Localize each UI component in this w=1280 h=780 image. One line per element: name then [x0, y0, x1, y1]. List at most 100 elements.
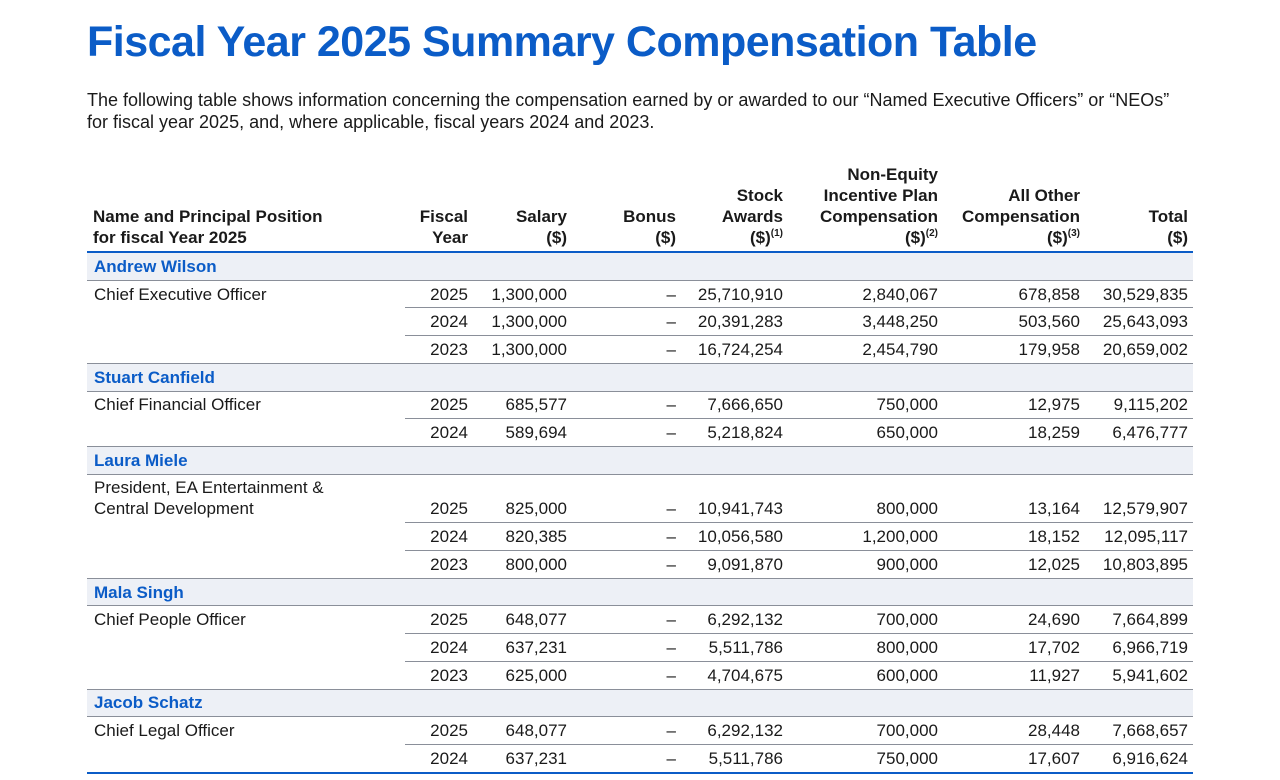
rule [87, 716, 1193, 718]
rule [405, 335, 1193, 337]
cell: 12,025 [1028, 554, 1080, 574]
cell: 25,710,910 [697, 284, 783, 304]
cell: 2024 [430, 312, 468, 332]
rule [87, 577, 1193, 579]
executive-name: Laura Miele [94, 450, 188, 470]
rule [87, 362, 1193, 364]
cell: 2025 [430, 284, 468, 304]
header-cell: Compensation [819, 207, 938, 226]
header-cell: Awards [721, 207, 783, 226]
cell: 20,391,283 [697, 312, 783, 332]
header-cell: Non-Equity [847, 165, 938, 184]
header-cell: ($) [1167, 228, 1188, 247]
header-cell: Fiscal [419, 207, 468, 226]
rule [87, 251, 1193, 253]
cell: 25,643,093 [1102, 312, 1188, 332]
group-row [87, 363, 1193, 392]
footnote-ref: (3) [1067, 228, 1080, 239]
cell: 10,803,895 [1102, 554, 1188, 574]
cell: 5,511,786 [708, 748, 783, 768]
cell: 2025 [430, 721, 468, 741]
rule [405, 550, 1193, 551]
rule [87, 771, 1193, 774]
cell: 179,958 [1018, 339, 1080, 359]
cell: 5,941,602 [1112, 665, 1188, 685]
rule [405, 633, 1193, 635]
rule [87, 688, 1193, 690]
cell: 11,927 [1029, 665, 1080, 685]
cell: 13,164 [1028, 499, 1080, 519]
header-cell: Name and Principal Position [93, 207, 323, 226]
rule [405, 660, 1193, 662]
position: Chief People Officer [94, 610, 246, 630]
cell: – [666, 499, 676, 519]
cell: 5,218,824 [707, 423, 783, 443]
header-cell: ($) [655, 228, 676, 247]
header-cell: Year [432, 228, 468, 247]
cell: – [666, 554, 676, 574]
cell: 7,666,650 [707, 395, 783, 415]
rule [87, 473, 1193, 475]
cell: 685,577 [505, 395, 567, 415]
cell: – [666, 665, 676, 685]
cell: – [666, 395, 676, 415]
header-cell: ($)(2) [905, 227, 938, 249]
executive-name: Stuart Canfield [94, 367, 215, 387]
cell: – [666, 637, 676, 657]
rule [405, 418, 1193, 420]
cell: 20,659,002 [1102, 339, 1188, 359]
header-cell: ($) [546, 228, 567, 247]
cell: 16,724,254 [697, 339, 783, 359]
cell: – [666, 610, 676, 630]
cell: 2024 [430, 748, 468, 768]
rule [405, 743, 1193, 745]
cell: 3,448,250 [862, 312, 938, 332]
cell: 2025 [430, 395, 468, 415]
position: Central Development [94, 499, 254, 519]
header-cell: ($)(3) [1047, 227, 1080, 249]
cell: 650,000 [876, 423, 938, 443]
position: Chief Financial Officer [94, 395, 261, 415]
cell: 6,292,132 [707, 610, 783, 630]
cell: 2024 [430, 527, 468, 547]
group-row [87, 578, 1193, 607]
header-cell: All Other [1008, 186, 1080, 205]
cell: 5,511,786 [708, 637, 783, 657]
position: Chief Legal Officer [94, 721, 235, 741]
cell: 825,000 [505, 499, 567, 519]
cell: 678,858 [1018, 284, 1080, 304]
rule [87, 445, 1193, 447]
rule [87, 279, 1193, 281]
cell: 1,300,000 [491, 312, 567, 332]
header-cell: ($)(1) [750, 227, 783, 249]
rule [87, 390, 1193, 392]
cell: 17,607 [1028, 748, 1080, 768]
cell: – [666, 339, 676, 359]
cell: 800,000 [505, 554, 567, 574]
group-row [87, 253, 1193, 281]
cell: 2,454,790 [862, 339, 938, 359]
cell: 503,560 [1018, 312, 1080, 332]
header-cell: Compensation [961, 207, 1080, 226]
rule [87, 605, 1193, 607]
cell: 750,000 [876, 748, 938, 768]
cell: 637,231 [505, 637, 567, 657]
cell: 17,702 [1028, 637, 1080, 657]
cell: 2025 [430, 499, 468, 519]
executive-name: Jacob Schatz [94, 693, 203, 713]
cell: 648,077 [505, 610, 567, 630]
header-cell: Salary [515, 207, 567, 226]
header-cell: for fiscal Year 2025 [93, 228, 247, 247]
cell: – [666, 284, 676, 304]
rule [405, 522, 1193, 524]
cell: 9,091,870 [707, 554, 783, 574]
group-row [87, 689, 1193, 718]
title: Fiscal Year 2025 Summary Compensation Ta… [87, 18, 1037, 66]
executive-name: Andrew Wilson [94, 256, 217, 276]
cell: 18,259 [1028, 423, 1080, 443]
cell: 2023 [430, 554, 468, 574]
cell: 24,690 [1028, 610, 1080, 630]
cell: 7,668,657 [1112, 721, 1188, 741]
cell: 2023 [430, 339, 468, 359]
